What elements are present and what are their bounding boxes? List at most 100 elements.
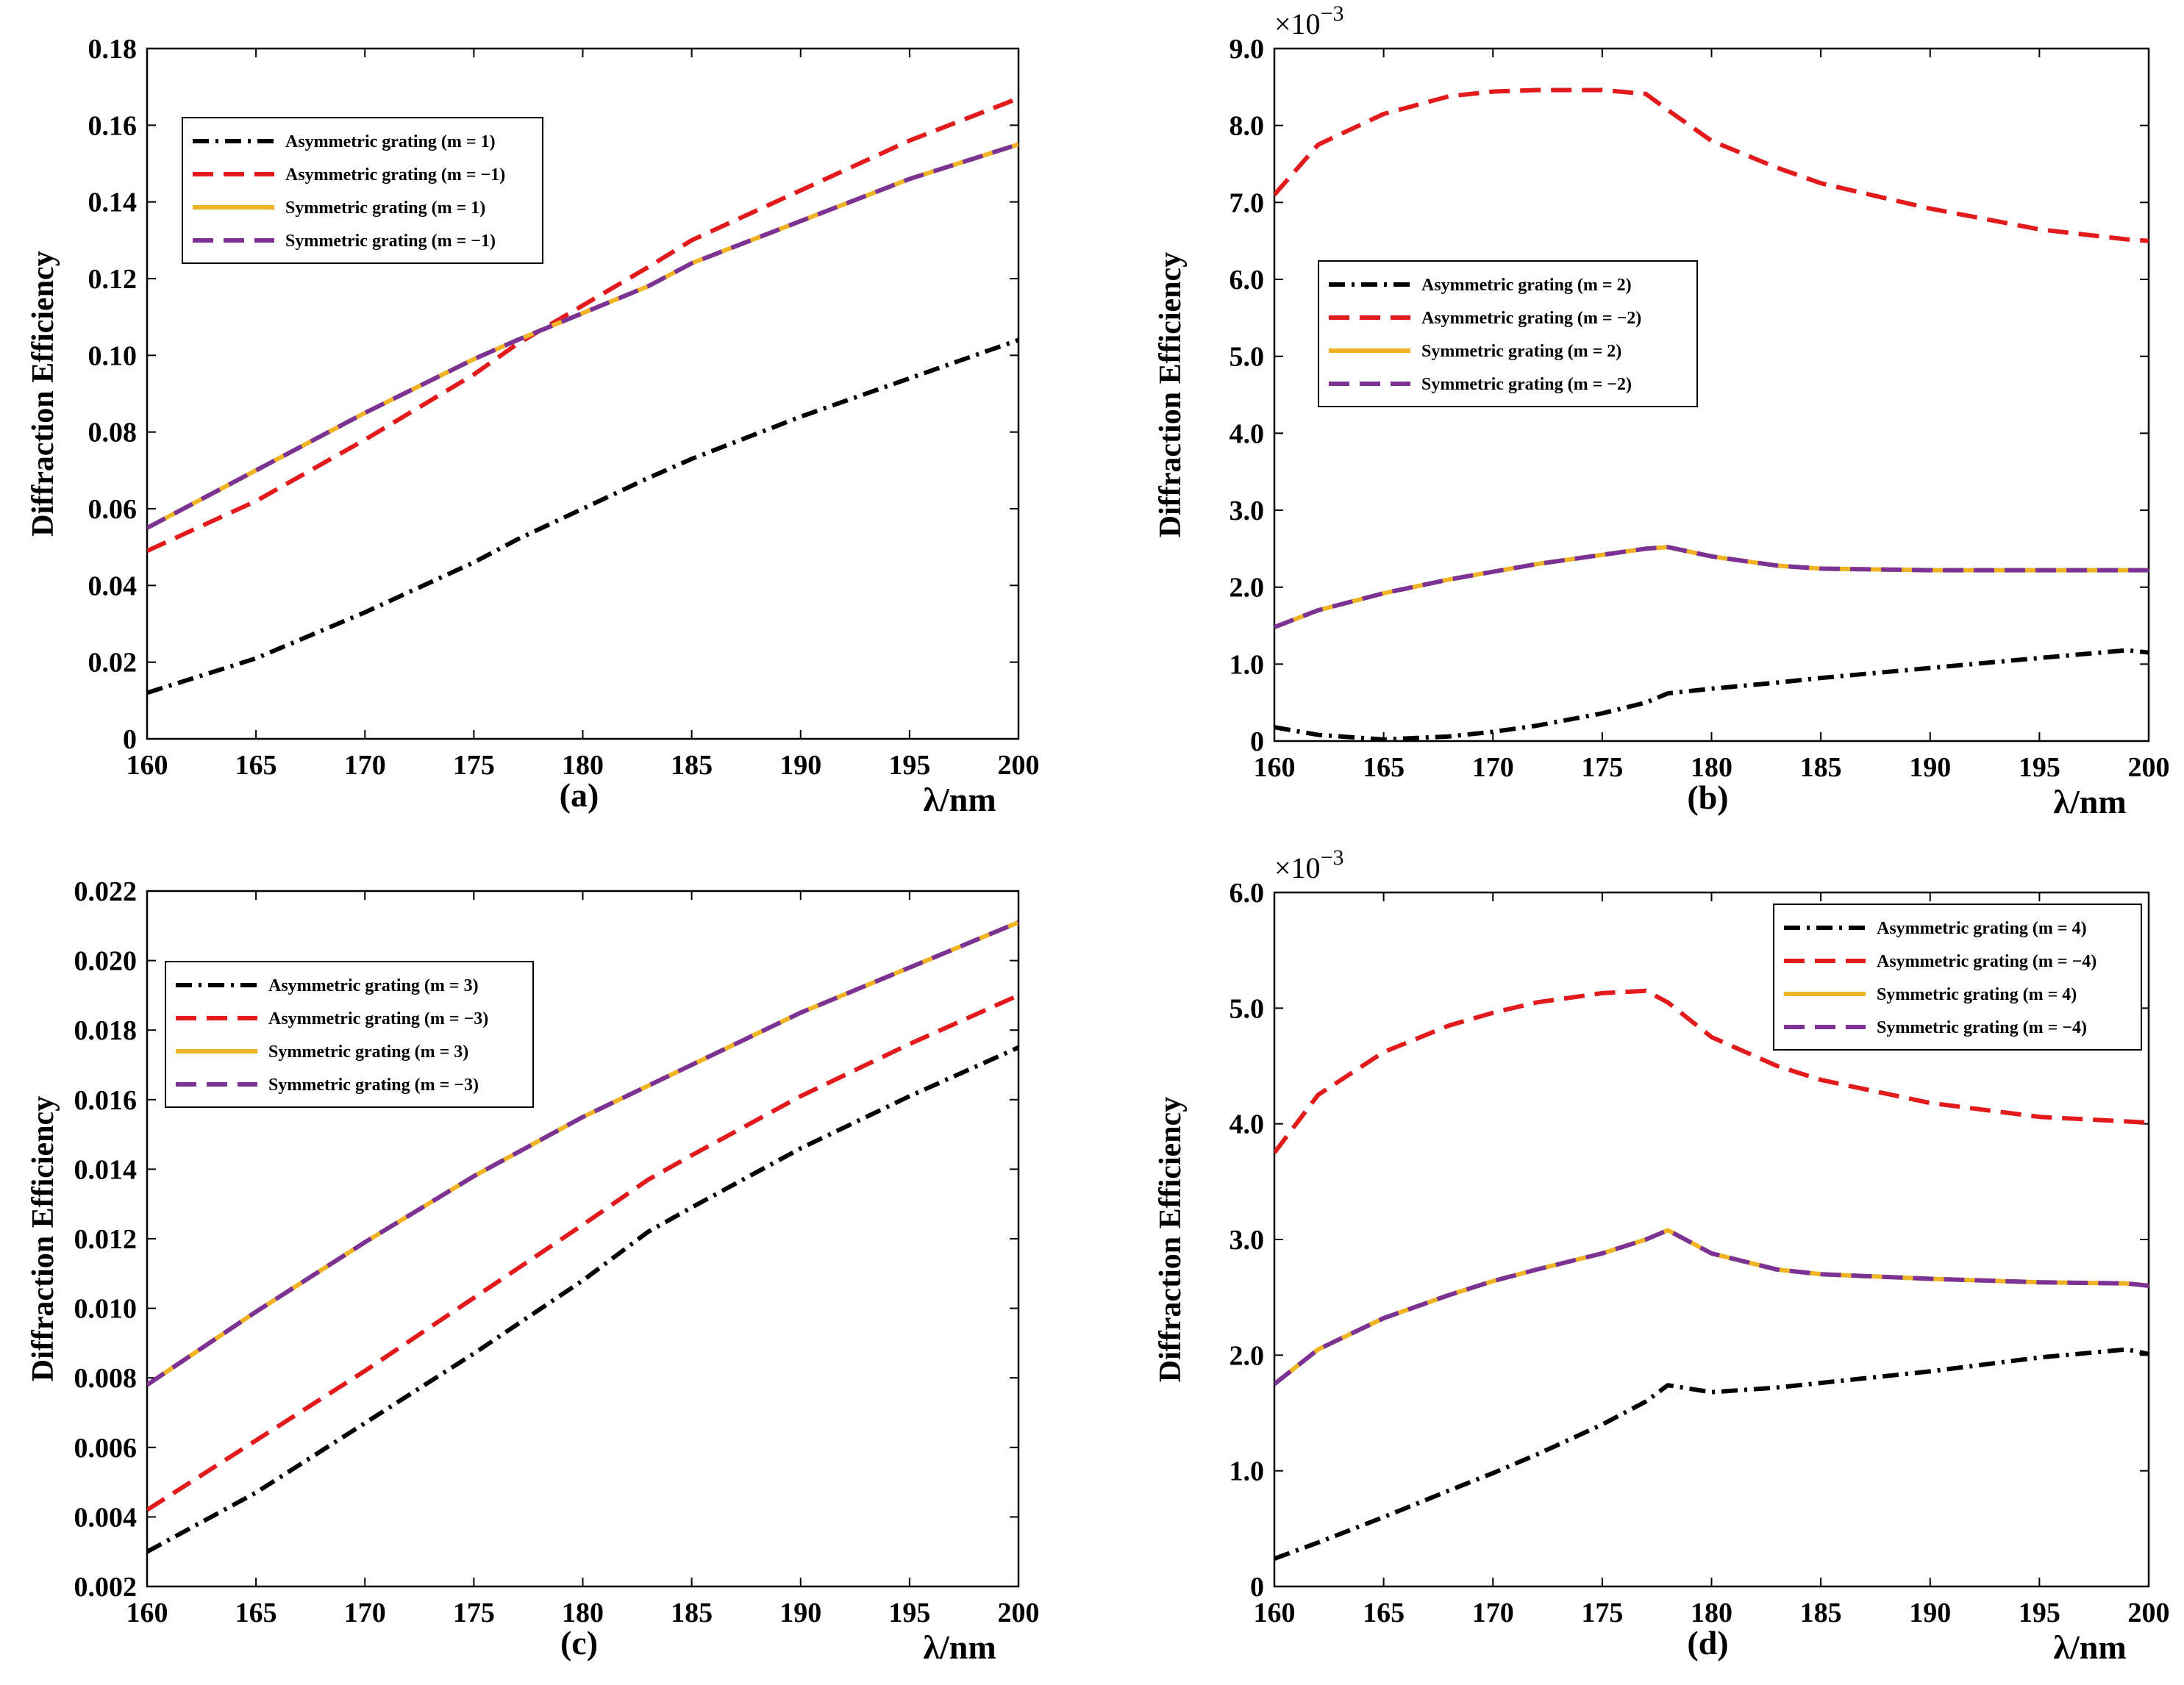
legend-entry: Symmetric grating (m = −3) [268, 1076, 479, 1095]
series-line-4 [147, 142, 1018, 530]
series-line-4 [1274, 545, 2149, 629]
y-tick-label: 0.02 [88, 648, 138, 679]
x-tick-label: 195 [888, 1598, 930, 1628]
x-tick-label: 170 [344, 1598, 386, 1628]
x-axis-label: λ/nm [923, 1628, 996, 1666]
series-line-2 [1274, 988, 2149, 1154]
legend-entry: Symmetric grating (m = −4) [1877, 1018, 2087, 1037]
legend-box [1318, 260, 1698, 407]
x-tick-label: 170 [344, 750, 386, 781]
y-axis-multiplier-exponent: −3 [1321, 845, 1344, 870]
legend-entry: Asymmetric grating (m = 3) [268, 976, 479, 995]
x-tick-label: 160 [1254, 752, 1296, 783]
x-tick-label: 185 [671, 1598, 713, 1628]
series-line-1 [1274, 648, 2149, 741]
panel-label: (c) [560, 1624, 598, 1661]
y-tick-label: 0.14 [88, 187, 138, 218]
y-axis-multiplier: ×10−3 [1274, 845, 1343, 884]
y-tick-label: 7.0 [1230, 187, 1265, 218]
y-tick-label: 1.0 [1230, 649, 1265, 680]
y-tick-label: 3.0 [1230, 496, 1265, 526]
x-tick-label: 170 [1472, 752, 1514, 783]
y-tick-label: 0.002 [74, 1572, 138, 1603]
y-tick-label: 0.010 [74, 1294, 138, 1325]
x-tick-label: 200 [998, 750, 1040, 781]
y-tick-label: 0 [1250, 1572, 1264, 1603]
panel-label: (d) [1687, 1624, 1728, 1661]
legend-entry: Asymmetric grating (m = 4) [1877, 919, 2087, 938]
y-tick-label: 0.06 [88, 494, 138, 525]
legend: Asymmetric grating (m = 4) Asymmetric gra… [1773, 904, 2142, 1051]
y-tick-label: 0 [123, 724, 137, 755]
x-tick-label: 190 [779, 1598, 821, 1628]
series-line-1 [147, 337, 1018, 695]
x-tick-label: 200 [2128, 752, 2170, 783]
x-tick-label: 170 [1472, 1598, 1514, 1628]
legend-entry: Asymmetric grating (m = 2) [1421, 276, 1632, 295]
y-axis-label: Diffraction Efficiency [1154, 1097, 1188, 1382]
y-tick-label: 0.014 [74, 1154, 138, 1185]
x-tick-label: 195 [2019, 1598, 2060, 1628]
x-tick-label: 180 [562, 1598, 604, 1628]
y-tick-label: 2.0 [1230, 1340, 1265, 1371]
legend-entry: Symmetric grating (m = 1) [285, 198, 485, 218]
x-tick-label: 180 [1691, 1598, 1732, 1628]
x-tick-label: 190 [1909, 752, 1951, 783]
x-tick-label: 180 [562, 750, 604, 781]
y-tick-label: 0 [1250, 726, 1264, 757]
series-line-1 [147, 1045, 1018, 1554]
x-tick-label: 175 [1581, 1598, 1623, 1628]
y-tick-label: 0.022 [74, 876, 138, 907]
y-tick-label: 0.006 [74, 1433, 138, 1464]
chart-panel-b: 160 165 170 175 180 185 190 195 200 0 1.0 2.0 3.0 4.0… [1154, 1, 2170, 820]
legend-entry: Asymmetric grating (m = −4) [1877, 952, 2096, 971]
x-axis-label: λ/nm [2053, 1628, 2126, 1666]
legend-entry: Symmetric grating (m = −2) [1421, 375, 1632, 394]
legend-entry: Asymmetric grating (m = −2) [1421, 309, 1641, 328]
legend: Asymmetric grating (m = 1) Asymmetric gra… [182, 117, 543, 264]
y-tick-label: 0.10 [88, 340, 138, 371]
y-tick-label: 5.0 [1230, 993, 1265, 1024]
y-tick-label: 1.0 [1230, 1456, 1265, 1487]
x-tick-label: 165 [1363, 1598, 1405, 1628]
series-line-2 [1274, 87, 2149, 243]
x-tick-label: 165 [235, 1598, 277, 1628]
y-tick-label: 4.0 [1230, 418, 1265, 449]
y-tick-label: 0.16 [88, 110, 138, 141]
legend-entry: Asymmetric grating (m = −1) [285, 165, 505, 185]
y-axis-label: Diffraction Efficiency [26, 1096, 60, 1381]
legend-entry: Asymmetric grating (m = −3) [268, 1009, 488, 1028]
chart-panel-d: 160 165 170 175 180 185 190 195 200 0 1.0 2.0 3.0 4.0… [1154, 845, 2170, 1666]
y-tick-label: 8.0 [1230, 111, 1265, 142]
x-tick-label: 160 [1254, 1598, 1296, 1628]
y-axis-label: Diffraction Efficiency [1154, 252, 1188, 537]
y-tick-label: 6.0 [1230, 878, 1265, 909]
x-axis-label: λ/nm [923, 781, 996, 818]
panel-label: (b) [1687, 779, 1728, 816]
y-tick-label: 0.016 [74, 1085, 138, 1116]
y-tick-label: 0.004 [74, 1502, 138, 1533]
legend: Asymmetric grating (m = 2) Asymmetric gra… [1318, 260, 1698, 407]
x-tick-label: 185 [671, 750, 713, 781]
series-line-1 [1274, 1347, 2149, 1561]
x-tick-label: 200 [998, 1598, 1040, 1628]
y-tick-label: 0.020 [74, 946, 138, 977]
chart-panel-a: 160 165 170 175 180 185 190 195 200 0 0.02 0.04 0.06… [26, 34, 1040, 818]
x-tick-label: 190 [1909, 1598, 1951, 1628]
legend-entry: Symmetric grating (m = 2) [1421, 342, 1621, 361]
series-line-2 [147, 993, 1018, 1512]
y-tick-label: 0.008 [74, 1363, 138, 1394]
y-axis-multiplier-exponent: −3 [1321, 1, 1344, 26]
x-tick-label: 195 [2019, 752, 2060, 783]
x-tick-label: 195 [888, 750, 930, 781]
x-tick-label: 175 [453, 750, 495, 781]
legend: Asymmetric grating (m = 3) Asymmetric gra… [165, 961, 534, 1108]
y-tick-label: 0.04 [88, 570, 138, 601]
x-tick-label: 165 [235, 750, 277, 781]
y-tick-label: 9.0 [1230, 34, 1265, 65]
y-tick-label: 6.0 [1230, 265, 1265, 296]
x-tick-label: 200 [2128, 1598, 2170, 1628]
x-tick-label: 180 [1691, 752, 1732, 783]
y-axis-label: Diffraction Efficiency [26, 251, 60, 536]
x-tick-label: 160 [126, 1598, 168, 1628]
